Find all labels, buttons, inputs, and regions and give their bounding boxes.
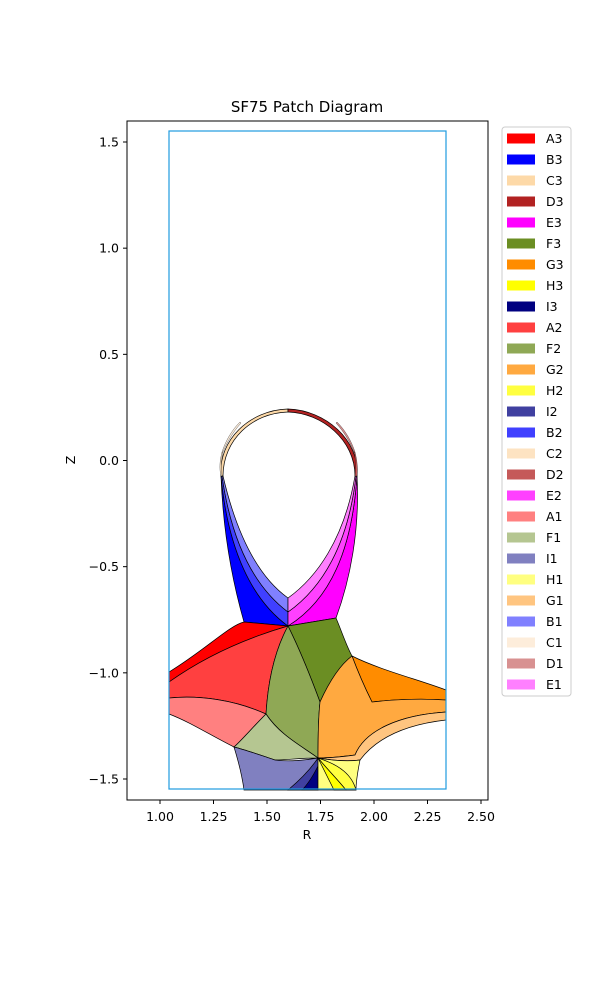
legend-swatch-C2 xyxy=(507,448,535,459)
x-axis-ticks: 1.00 1.25 1.50 1.75 2.00 2.25 2.50 xyxy=(146,800,495,824)
legend-swatch-G2 xyxy=(507,364,535,375)
patch-I1 xyxy=(233,746,319,791)
legend-swatch-E2 xyxy=(507,490,535,501)
legend-swatch-I3 xyxy=(507,301,535,312)
legend-swatch-A1 xyxy=(507,511,535,522)
legend-label-I3: I3 xyxy=(546,299,558,314)
legend-label-H1: H1 xyxy=(546,572,563,587)
legend-label-F2: F2 xyxy=(546,341,561,356)
legend-label-E2: E2 xyxy=(546,488,562,503)
x-tick-label: 1.50 xyxy=(253,809,281,824)
legend-label-D1: D1 xyxy=(546,656,564,671)
legend-label-A1: A1 xyxy=(546,509,563,524)
legend-swatch-A2 xyxy=(507,322,535,333)
x-tick-label: 2.00 xyxy=(360,809,388,824)
legend-label-G3: G3 xyxy=(546,257,564,272)
legend-swatch-F2 xyxy=(507,343,535,354)
legend-swatch-E1 xyxy=(507,679,535,690)
x-tick-label: 2.25 xyxy=(414,809,442,824)
legend-label-D3: D3 xyxy=(546,194,564,209)
legend-label-C3: C3 xyxy=(546,173,563,188)
legend-swatch-I2 xyxy=(507,406,535,417)
legend-swatch-H3 xyxy=(507,280,535,291)
legend-swatch-C3 xyxy=(507,175,535,186)
legend-label-H2: H2 xyxy=(546,383,563,398)
legend-swatch-H1 xyxy=(507,574,535,585)
legend-swatch-B2 xyxy=(507,427,535,438)
y-tick-label: −1.5 xyxy=(89,772,119,787)
legend-swatch-G3 xyxy=(507,259,535,270)
legend-swatch-B3 xyxy=(507,154,535,165)
legend-label-A3: A3 xyxy=(546,131,563,146)
x-tick-label: 1.75 xyxy=(307,809,335,824)
legend-label-B2: B2 xyxy=(546,425,563,440)
x-tick-label: 2.50 xyxy=(467,809,495,824)
legend: A3 B3 C3 D3 E3 F3 G3 H3 I3 A2 F2 G2 H2 I2 B2 C2 D2 E2 A1 F1… xyxy=(501,126,572,697)
legend-label-F3: F3 xyxy=(546,236,561,251)
legend-label-E3: E3 xyxy=(546,215,562,230)
y-tick-label: 0.5 xyxy=(99,347,119,362)
legend-swatch-F1 xyxy=(507,532,535,543)
legend-label-C1: C1 xyxy=(546,635,563,650)
legend-swatch-G1 xyxy=(507,595,535,606)
x-axis-label: R xyxy=(303,827,312,842)
legend-label-C2: C2 xyxy=(546,446,563,461)
patch-C1 xyxy=(221,421,242,453)
legend-swatch-D2 xyxy=(507,469,535,480)
legend-swatch-E3 xyxy=(507,217,535,228)
y-tick-label: 1.0 xyxy=(99,241,119,256)
legend-label-H3: H3 xyxy=(546,278,563,293)
legend-label-G1: G1 xyxy=(546,593,564,608)
legend-swatch-I1 xyxy=(507,553,535,564)
patch-E1 xyxy=(287,475,357,613)
legend-label-D2: D2 xyxy=(546,467,564,482)
legend-swatch-F3 xyxy=(507,238,535,249)
legend-swatch-C1 xyxy=(507,637,535,648)
legend-swatch-A3 xyxy=(507,133,535,144)
legend-swatch-D3 xyxy=(507,196,535,207)
legend-label-A2: A2 xyxy=(546,320,563,335)
y-axis-ticks: 1.5 1.0 0.5 0.0 −0.5 −1.0 −1.5 xyxy=(89,135,127,787)
patch-regions xyxy=(168,408,447,791)
legend-swatch-H2 xyxy=(507,385,535,396)
patch-D3 xyxy=(287,408,358,477)
legend-label-B1: B1 xyxy=(546,614,563,629)
legend-label-G2: G2 xyxy=(546,362,564,377)
legend-label-E1: E1 xyxy=(546,677,562,692)
patch-C3 xyxy=(220,408,289,477)
legend-swatch-B1 xyxy=(507,616,535,627)
y-tick-label: −1.0 xyxy=(89,665,119,680)
y-axis-label: Z xyxy=(63,456,78,465)
legend-label-I1: I1 xyxy=(546,551,558,566)
domain-boundary xyxy=(168,130,447,790)
y-tick-label: 0.0 xyxy=(99,453,119,468)
chart-title: SF75 Patch Diagram xyxy=(231,98,383,116)
x-tick-label: 1.25 xyxy=(200,809,228,824)
y-tick-label: 1.5 xyxy=(99,135,119,150)
legend-swatch-D1 xyxy=(507,658,535,669)
legend-label-F1: F1 xyxy=(546,530,561,545)
legend-label-I2: I2 xyxy=(546,404,558,419)
patch-D1 xyxy=(335,421,356,453)
patch-G1 xyxy=(317,711,447,762)
x-tick-label: 1.00 xyxy=(146,809,174,824)
y-tick-label: −0.5 xyxy=(89,559,119,574)
legend-label-B3: B3 xyxy=(546,152,563,167)
patch-H3 xyxy=(317,757,347,791)
